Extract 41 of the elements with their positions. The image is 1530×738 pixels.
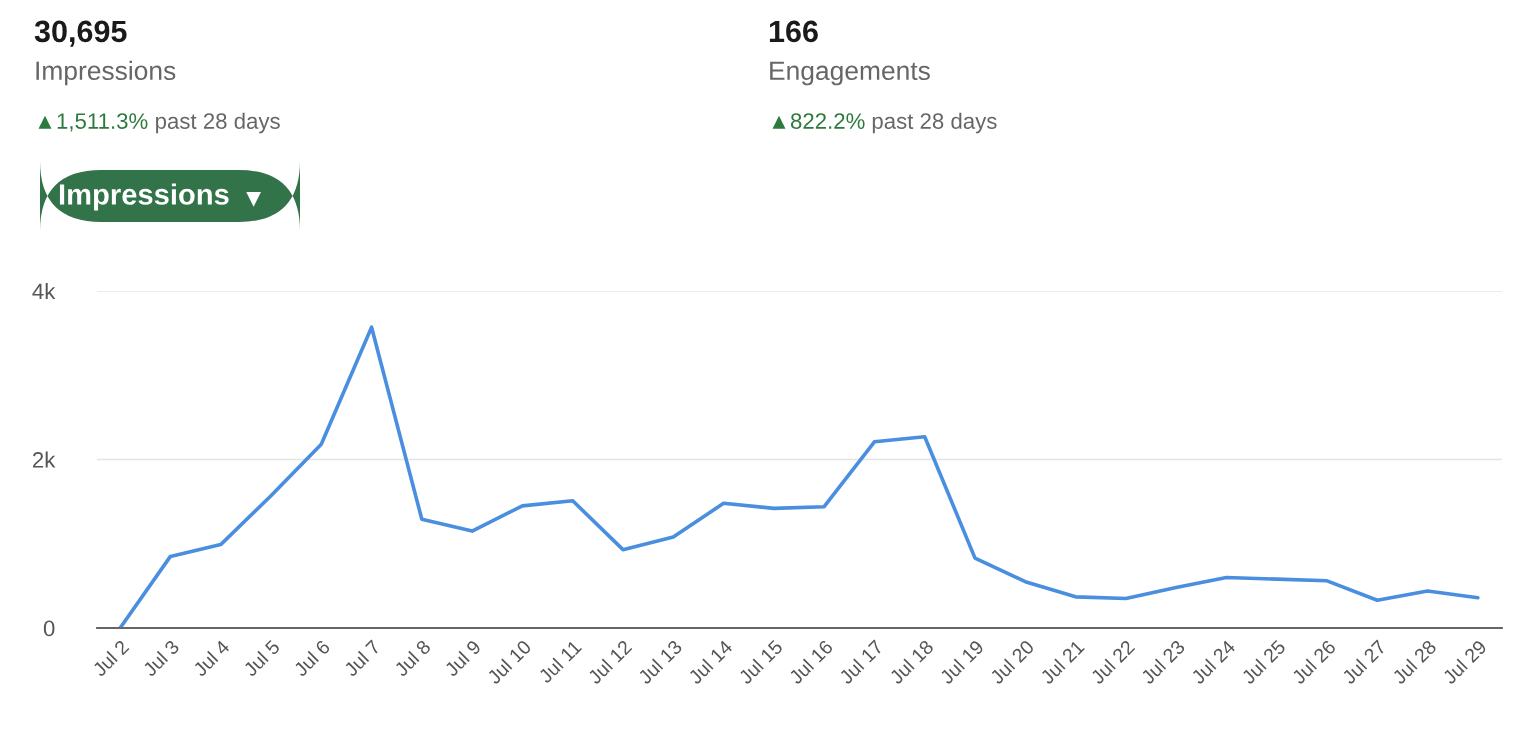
text: Impressions — [59, 183, 229, 211]
x-tick-label: Jul 9 — [443, 639, 482, 678]
x-tick-label: Jul 5 — [242, 638, 281, 678]
x-tick-label: Jul 6 — [292, 639, 331, 678]
x-tick-label: Jul 26 — [1290, 639, 1337, 685]
x-tick-label: Jul 13 — [636, 639, 683, 685]
y-tick-label: 2k — [32, 451, 56, 468]
x-tick-label: Jul 3 — [141, 639, 180, 678]
text: past 28 days — [156, 112, 280, 134]
text: Impressions — [36, 60, 176, 86]
x-tick-label: Jul 21 — [1039, 639, 1085, 685]
x-tick-label: Jul 23 — [1139, 639, 1186, 685]
x-tick-label: Jul 8 — [393, 639, 432, 678]
x-tick-label: Jul 29 — [1441, 639, 1488, 685]
x-tick-label: Jul 24 — [1189, 638, 1237, 685]
x-tick-label: Jul 18 — [888, 639, 935, 685]
x-tick-label: Jul 11 — [537, 639, 583, 684]
text: 30,695 — [34, 20, 127, 47]
x-tick-label: Jul 19 — [938, 639, 985, 685]
text: past 28 days — [872, 112, 997, 134]
text: ▲822.2% — [772, 113, 865, 129]
x-tick-label: Jul 22 — [1089, 639, 1136, 685]
x-tick-label: Jul 4 — [191, 638, 231, 678]
x-tick-label: Jul 14 — [687, 638, 734, 685]
x-tick-label: Jul 15 — [737, 638, 784, 685]
line-series — [118, 325, 1480, 628]
x-tick-label: Jul 27 — [1340, 639, 1387, 685]
x-tick-label: Jul 25 — [1240, 638, 1287, 685]
x-tick-label: Jul 16 — [787, 639, 834, 685]
text: ▲1,511.3% — [38, 113, 148, 132]
x-tick-label: Jul 7 — [342, 639, 381, 678]
x-tick-label: Jul 12 — [586, 639, 633, 685]
x-tick-label: Jul 2 — [91, 639, 130, 678]
x-tick-label: Jul 17 — [837, 639, 884, 685]
y-tick-label: 0 — [43, 620, 55, 637]
x-tick-label: Jul 28 — [1391, 639, 1438, 685]
text: 166 — [769, 20, 818, 43]
x-tick-label: Jul 20 — [988, 638, 1035, 685]
x-tick-label: Jul 10 — [485, 638, 532, 685]
y-tick-label: 4k — [32, 282, 56, 300]
text: Engagements — [770, 61, 930, 86]
